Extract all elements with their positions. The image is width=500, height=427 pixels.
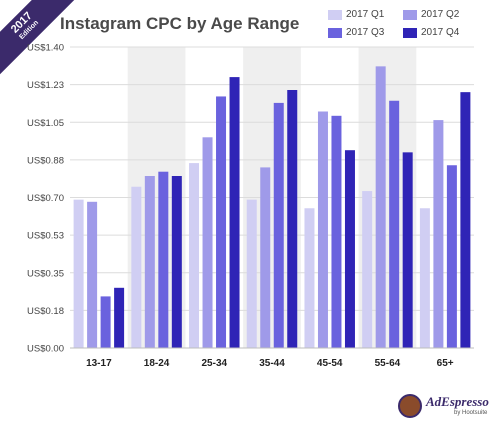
x-tick-label: 55-64	[375, 358, 401, 369]
bar	[304, 208, 315, 348]
legend-label-q3: 2017 Q3	[346, 27, 385, 38]
y-tick-label: US$0.88	[27, 155, 64, 166]
y-tick-label: US$0.53	[27, 231, 64, 242]
bar	[171, 176, 182, 348]
y-tick-label: US$1.23	[27, 80, 64, 91]
logo-byline: by Hootsuite	[454, 410, 488, 416]
x-tick-label: 65+	[437, 358, 454, 369]
bar	[460, 92, 471, 349]
bar	[114, 287, 125, 348]
bar	[131, 186, 142, 348]
chart-title: Instagram CPC by Age Range	[60, 14, 300, 33]
bar	[158, 171, 169, 348]
bar	[260, 167, 271, 348]
legend-label-q4: 2017 Q4	[421, 27, 460, 38]
y-tick-label: US$0.35	[27, 268, 64, 279]
bar	[375, 66, 386, 348]
bar	[317, 111, 328, 348]
adespresso-logo: AdEspresso by Hootsuite	[398, 392, 498, 424]
bar	[362, 191, 373, 348]
legend-swatch-q4	[403, 28, 417, 38]
bar	[202, 137, 213, 348]
bar	[100, 296, 111, 348]
bar	[446, 165, 457, 348]
bar	[389, 100, 400, 348]
bar	[273, 102, 284, 349]
bar	[287, 90, 298, 348]
x-tick-label: 35-44	[259, 358, 285, 369]
bar	[402, 152, 413, 348]
bar	[73, 199, 84, 348]
x-tick-label: 13-17	[86, 358, 112, 369]
logo-wordmark: AdEspresso	[426, 394, 489, 409]
bar	[246, 199, 257, 348]
x-tick-label: 25-34	[201, 358, 227, 369]
legend-swatch-q2	[403, 10, 417, 20]
y-tick-label: US$1.40	[27, 43, 64, 54]
bar	[144, 176, 155, 348]
y-tick-label: US$0.00	[27, 344, 64, 355]
x-tick-label: 45-54	[317, 358, 343, 369]
bar	[189, 163, 200, 348]
bar	[433, 120, 444, 348]
y-tick-label: US$0.70	[27, 193, 64, 204]
bar	[229, 77, 240, 348]
bar	[331, 115, 342, 348]
legend-swatch-q3	[328, 28, 342, 38]
legend-label-q2: 2017 Q2	[421, 9, 460, 20]
bar	[419, 208, 430, 348]
y-tick-label: US$1.05	[27, 118, 64, 129]
x-tick-label: 18-24	[144, 358, 170, 369]
mascot-icon	[398, 394, 422, 418]
bar	[344, 150, 355, 348]
legend-label-q1: 2017 Q1	[346, 9, 385, 20]
legend-swatch-q1	[328, 10, 342, 20]
y-tick-label: US$0.18	[27, 306, 64, 317]
bar	[87, 201, 98, 348]
bar	[216, 96, 227, 348]
